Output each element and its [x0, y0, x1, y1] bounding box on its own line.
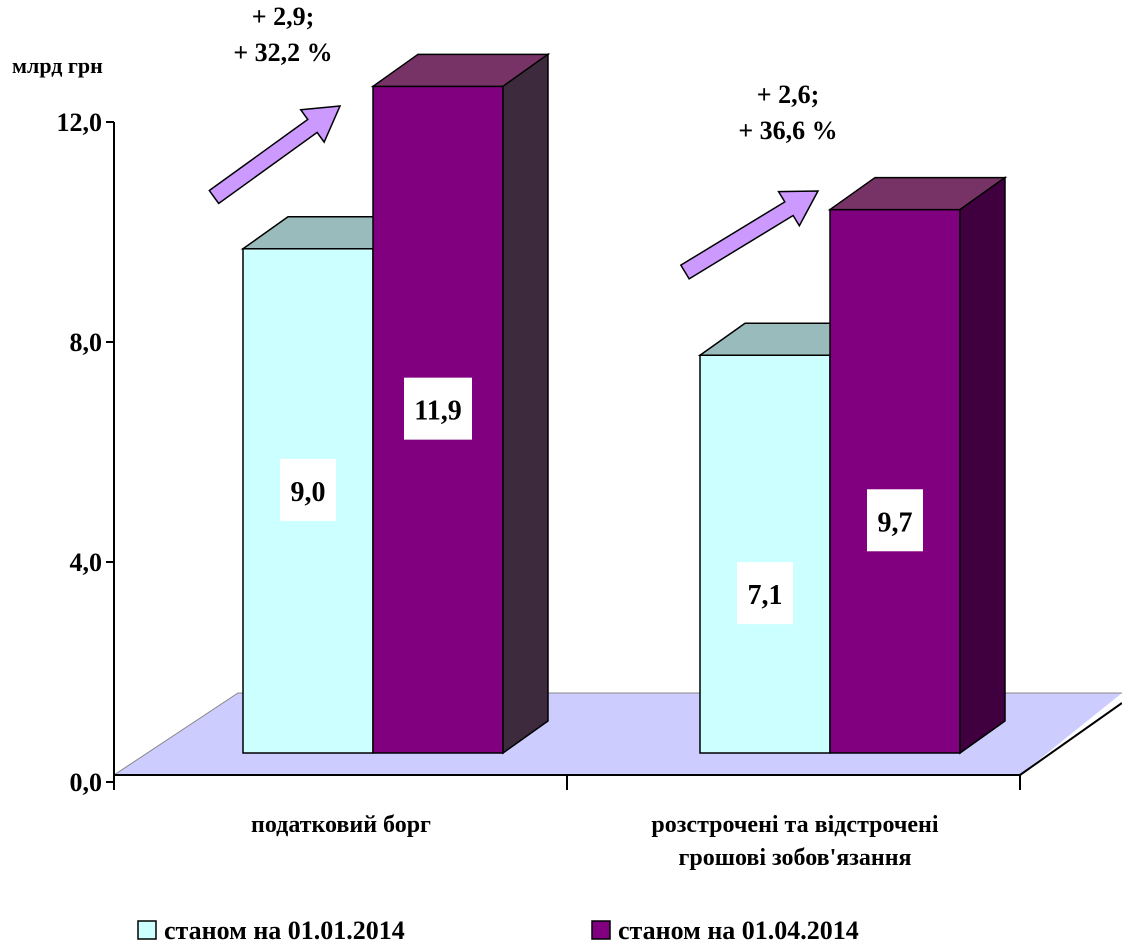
data-label-box — [867, 489, 923, 552]
change-annotation: + 2,9; — [252, 2, 314, 31]
data-label: 9,0 — [291, 477, 326, 508]
data-label-box — [404, 377, 472, 440]
change-annotation: + 32,2 % — [233, 38, 332, 67]
increase-arrow — [208, 105, 342, 205]
bar-front — [699, 354, 831, 754]
bar-side — [959, 176, 1006, 755]
x-category-label: розстрочені та відстрочені — [651, 812, 938, 838]
legend-label: станом на 01.01.2014 — [164, 916, 405, 945]
bar-side — [502, 52, 549, 755]
floor-side-edge — [1019, 702, 1122, 776]
x-category-label: грошові зобов'язання — [678, 845, 911, 871]
data-label: 11,9 — [414, 396, 461, 427]
x-category-label: податковий борг — [251, 812, 431, 838]
y-tick-label: 4,0 — [70, 548, 103, 577]
legend-swatch — [591, 920, 611, 940]
increase-arrow — [679, 190, 820, 280]
legend-label: станом на 01.04.2014 — [618, 916, 859, 945]
bar-front — [829, 208, 961, 754]
change-annotation: + 2,6; — [757, 80, 819, 109]
y-unit-label: млрд грн — [12, 53, 103, 78]
data-label-box — [737, 562, 793, 625]
y-tick-label: 12,0 — [57, 108, 103, 137]
change-annotation: + 36,6 % — [738, 116, 837, 145]
data-label: 9,7 — [878, 507, 913, 538]
y-tick-label: 0,0 — [70, 768, 103, 797]
data-label: 7,1 — [748, 580, 783, 611]
y-tick-label: 8,0 — [70, 328, 103, 357]
data-label-box — [280, 458, 336, 521]
legend-swatch — [137, 920, 157, 940]
